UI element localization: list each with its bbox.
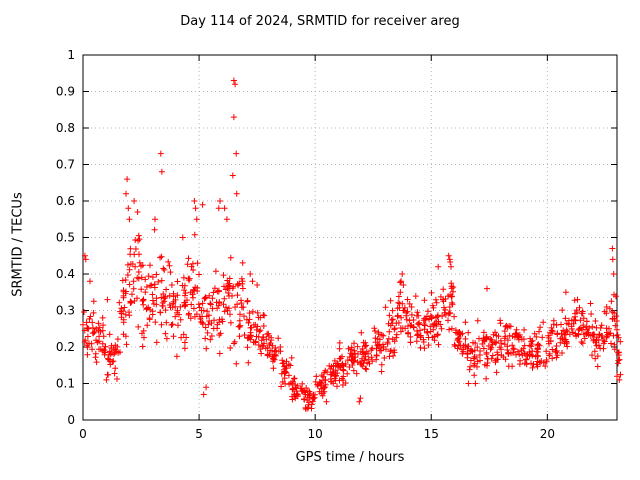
y-tick-label: 0.6 [56, 194, 75, 208]
y-tick-label: 0.4 [56, 267, 75, 281]
x-axis-label: GPS time / hours [295, 450, 405, 465]
x-tick-label: 15 [424, 427, 439, 441]
y-tick-label: 0 [67, 413, 75, 427]
y-tick-label: 0.7 [56, 158, 75, 172]
y-tick-label: 0.9 [56, 85, 75, 99]
data-points [80, 77, 624, 413]
y-tick-label: 0.2 [56, 340, 75, 354]
y-tick-label: 0.5 [56, 231, 75, 245]
x-tick-label: 20 [540, 427, 555, 441]
chart-title: Day 114 of 2024, SRMTID for receiver are… [180, 14, 460, 29]
y-tick-label: 0.8 [56, 121, 75, 135]
y-tick-label: 0.1 [56, 377, 75, 391]
y-tick-label: 0.3 [56, 304, 75, 318]
y-tick-label: 1 [67, 48, 75, 62]
x-tick-label: 10 [308, 427, 323, 441]
x-tick-label: 5 [195, 427, 203, 441]
x-tick-label: 0 [79, 427, 87, 441]
